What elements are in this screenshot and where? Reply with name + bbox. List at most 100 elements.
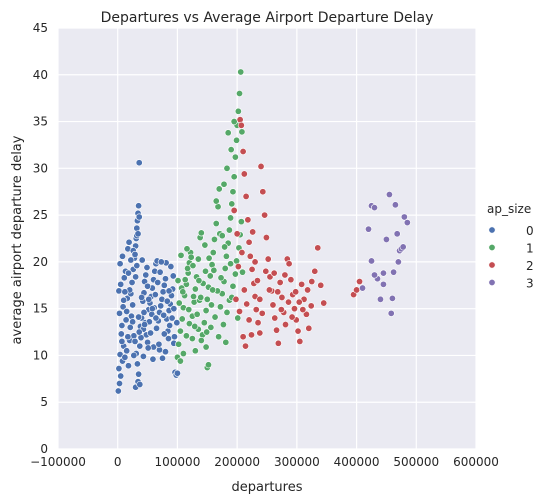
data-point — [231, 270, 239, 278]
data-point — [159, 354, 167, 362]
data-point — [282, 321, 290, 329]
data-point — [277, 306, 285, 314]
chart-title: Departures vs Average Airport Departure … — [101, 10, 434, 26]
data-point — [210, 235, 218, 243]
data-point — [253, 277, 261, 285]
data-point — [211, 313, 219, 321]
data-point — [403, 219, 411, 227]
data-point — [209, 249, 217, 257]
data-point — [124, 269, 132, 277]
data-point — [234, 314, 242, 322]
data-point — [265, 286, 273, 294]
data-point — [116, 309, 124, 317]
data-point — [121, 288, 129, 296]
data-point — [269, 301, 277, 309]
data-point — [177, 251, 185, 259]
data-point — [382, 235, 390, 243]
data-point — [138, 256, 146, 264]
data-point — [191, 285, 199, 293]
data-point — [139, 352, 147, 360]
data-point — [317, 281, 325, 289]
data-point — [206, 272, 214, 280]
data-point — [305, 324, 313, 332]
data-point — [154, 278, 162, 286]
data-point — [129, 301, 137, 309]
data-point — [182, 332, 190, 340]
data-point — [274, 339, 282, 347]
data-point — [387, 309, 395, 317]
data-point — [125, 238, 133, 246]
y-axis-label: average airport departure delay — [10, 135, 25, 344]
y-tick-label: 35 — [33, 115, 48, 129]
data-point — [163, 297, 171, 305]
y-tick-label: 5 — [40, 395, 48, 409]
data-point — [115, 365, 123, 373]
data-point — [233, 230, 241, 238]
data-point — [142, 271, 150, 279]
data-point — [120, 296, 128, 304]
data-point — [236, 116, 244, 124]
data-point — [121, 353, 129, 361]
data-point — [197, 336, 205, 344]
x-tick-label: 500000 — [393, 455, 439, 469]
data-point — [207, 323, 215, 331]
data-point — [400, 213, 408, 221]
data-point — [194, 255, 202, 263]
data-point — [141, 321, 149, 329]
y-tick-label: 0 — [40, 442, 48, 456]
data-point — [207, 301, 215, 309]
data-point — [221, 264, 229, 272]
data-point — [244, 216, 252, 224]
data-point — [222, 252, 230, 260]
data-point — [136, 342, 144, 350]
data-point — [190, 293, 198, 301]
data-point — [308, 278, 316, 286]
legend-label: 3 — [526, 277, 534, 291]
data-point — [367, 257, 375, 265]
data-point — [223, 308, 231, 316]
x-tick-label: 100000 — [155, 455, 201, 469]
data-point — [234, 107, 242, 115]
legend-label: 1 — [526, 242, 534, 256]
data-point — [114, 387, 122, 395]
data-point — [151, 291, 159, 299]
data-point — [254, 319, 262, 327]
data-point — [388, 294, 396, 302]
data-point — [118, 337, 126, 345]
data-point — [295, 298, 303, 306]
data-point — [292, 288, 300, 296]
data-point — [242, 342, 250, 350]
y-tick-label: 25 — [33, 208, 48, 222]
data-point — [251, 258, 259, 266]
data-point — [221, 243, 229, 251]
data-point — [157, 258, 165, 266]
data-point — [227, 214, 235, 222]
data-point — [287, 276, 295, 284]
data-point — [133, 360, 141, 368]
data-point — [391, 201, 399, 209]
data-point — [191, 322, 199, 330]
data-point — [201, 267, 209, 275]
data-point — [288, 313, 296, 321]
y-tick-label: 20 — [33, 255, 48, 269]
data-point — [302, 310, 310, 318]
data-point — [270, 269, 278, 277]
data-point — [159, 288, 167, 296]
data-point — [237, 121, 245, 129]
data-point — [122, 316, 130, 324]
data-point — [202, 343, 210, 351]
data-point — [237, 218, 245, 226]
legend-label: 2 — [526, 259, 534, 273]
data-point — [247, 331, 255, 339]
data-point — [256, 329, 264, 337]
data-point — [124, 333, 132, 341]
y-tick-label: 10 — [33, 348, 48, 362]
data-point — [124, 362, 132, 370]
data-point — [274, 288, 282, 296]
data-point — [166, 322, 174, 330]
data-point — [394, 258, 402, 266]
data-point — [195, 277, 203, 285]
data-point — [230, 206, 238, 214]
data-point — [116, 380, 124, 388]
data-point — [273, 326, 281, 334]
